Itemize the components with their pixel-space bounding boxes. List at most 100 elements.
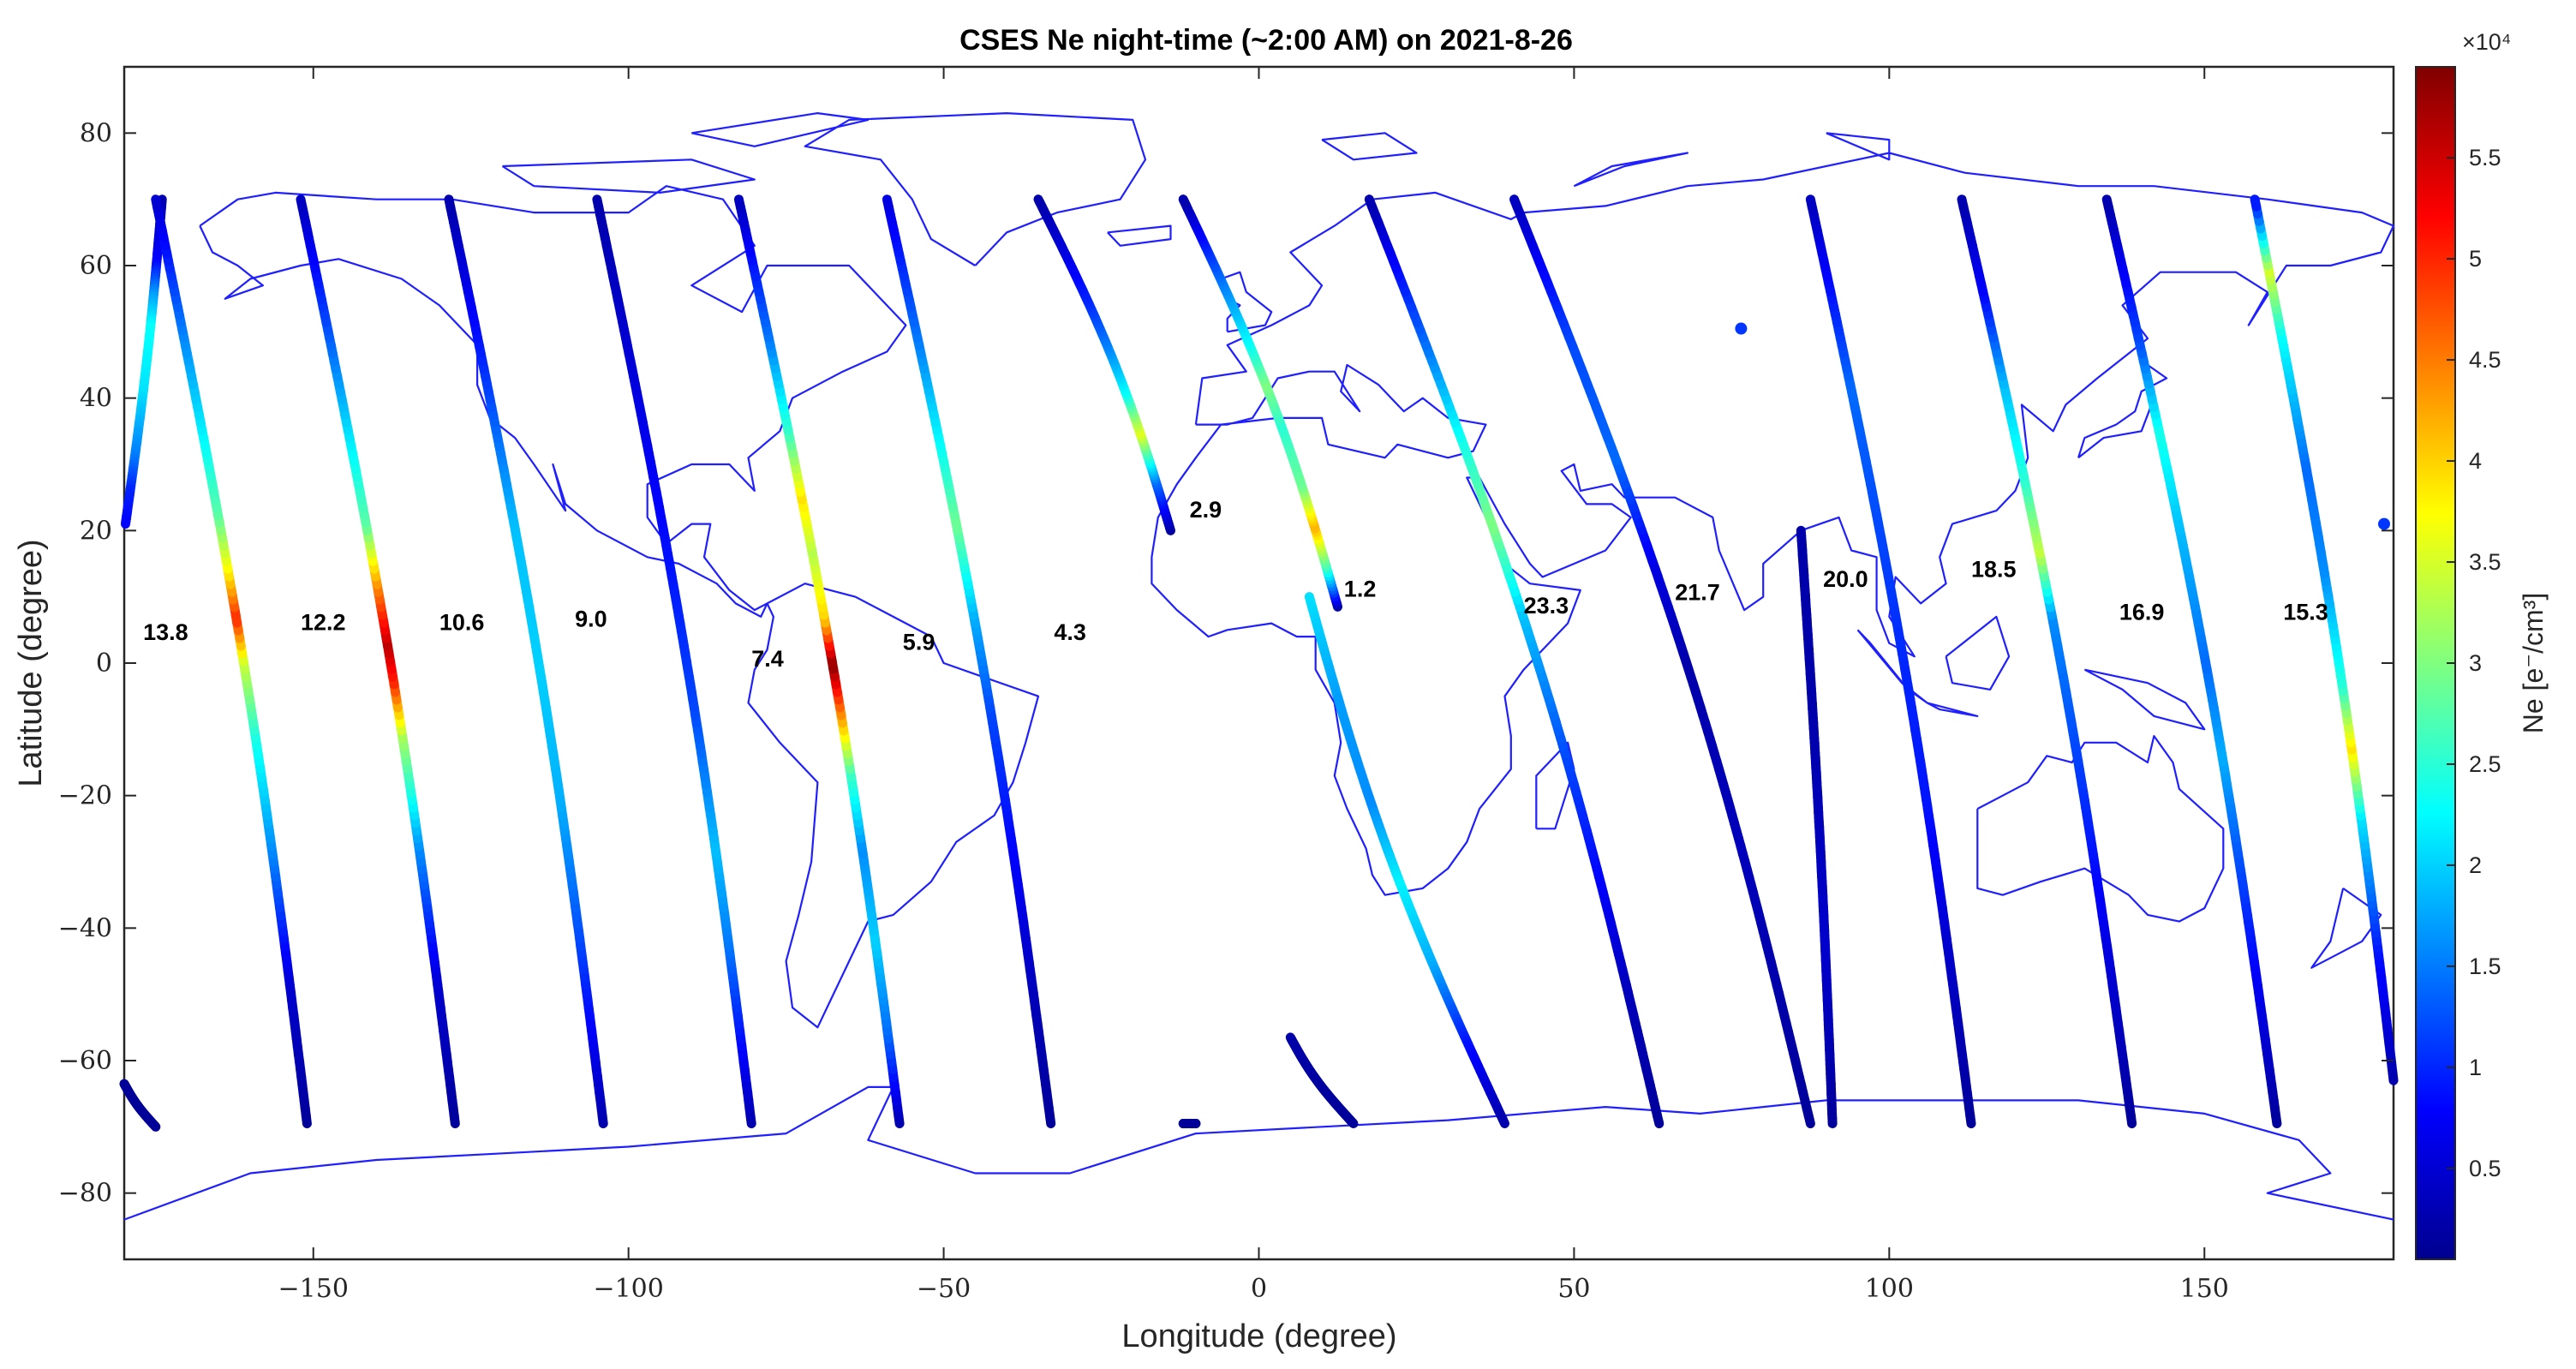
y-tick-label: −60 <box>58 1046 112 1076</box>
x-tick-label: 100 <box>1865 1274 1914 1304</box>
orbit-label: 15.3 <box>2283 600 2328 625</box>
x-tick-label: 50 <box>1557 1274 1590 1304</box>
orbit-track <box>1304 592 1509 1128</box>
orbit-label: 21.7 <box>1675 580 1720 606</box>
orbit-label: 18.5 <box>1971 557 2017 583</box>
coastline-segment <box>1321 132 1418 161</box>
colorbar: 0.5 1 1.5 2 2.5 3 3.5 4 4.5 5 5.5 ×10⁴ Ne [e⁻/cm³] <box>2415 29 2549 1260</box>
data-point <box>2378 517 2390 530</box>
x-tick-label: −50 <box>917 1274 971 1304</box>
orbit-labels: 13.8 12.2 10.6 9.0 7.4 5.9 4.3 2.9 1.2 23.3 21.7 20… <box>143 497 2328 672</box>
coastline-segment <box>1573 152 1688 188</box>
orbit-track <box>2250 194 2399 1085</box>
colorbar-multiplier: ×10⁴ <box>2462 29 2511 55</box>
coastline-segment <box>1976 735 2225 923</box>
colorbar-tick-label: 0.5 <box>2469 1156 2501 1181</box>
y-tick-label: −40 <box>58 913 112 943</box>
colorbar-tick-label: 5.5 <box>2469 145 2501 170</box>
orbit-track <box>2101 194 2282 1128</box>
orbit-label: 23.3 <box>1524 593 1569 619</box>
y-tick-label: 80 <box>80 118 112 148</box>
orbit-track <box>1364 194 1665 1128</box>
colorbar-tick-label: 4 <box>2469 448 2482 474</box>
orbit-track <box>119 1079 161 1132</box>
coastline-segment <box>691 112 870 147</box>
orbit-track <box>444 194 608 1128</box>
coastline-segment <box>2310 887 2382 969</box>
plot-area: 13.8 12.2 10.6 9.0 7.4 5.9 4.3 2.9 1.2 23.3 21.7 20… <box>119 65 2399 1261</box>
orbit-point <box>1033 194 1045 207</box>
orbit-track <box>882 194 1056 1128</box>
orbit-track <box>151 194 312 1128</box>
colorbar-tick-label: 1.5 <box>2469 954 2501 979</box>
orbit-point <box>296 194 308 212</box>
y-tick-label: 20 <box>80 516 112 546</box>
y-tick-label: −80 <box>58 1179 112 1209</box>
orbit-track <box>1178 194 1342 612</box>
colorbar-tick-label: 2 <box>2469 852 2482 878</box>
coastline-segment <box>123 1085 2394 1221</box>
orbit-point <box>882 194 894 212</box>
coastline-segment <box>501 158 756 194</box>
coastline-segment <box>1535 741 1575 830</box>
chart-title: CSES Ne night-time (~2:00 AM) on 2021-8-… <box>959 24 1573 57</box>
coastline-segment <box>804 112 1147 266</box>
orbit-label: 13.8 <box>143 619 188 645</box>
colorbar-ticks: 0.5 1 1.5 2 2.5 3 3.5 4 4.5 5 5.5 <box>2447 145 2501 1181</box>
y-tick-label: 0 <box>96 649 112 679</box>
orbit-tracks <box>119 194 2399 1132</box>
y-axis-label: Latitude (degree) <box>13 539 49 786</box>
x-tick-label: 150 <box>2180 1274 2229 1304</box>
orbit-label: 10.6 <box>439 609 485 635</box>
orbit-label: 9.0 <box>575 607 607 632</box>
x-tick-label: −100 <box>593 1274 663 1304</box>
orbit-point <box>151 194 163 212</box>
coastline-segment <box>2083 668 2206 731</box>
orbit-point <box>444 194 456 212</box>
y-axis: −80 −60 −40 −20 0 20 40 60 80 <box>58 118 2394 1209</box>
orbit-track <box>592 194 756 1128</box>
orbit-point <box>1348 1118 1359 1128</box>
orbit-point <box>1509 194 1522 212</box>
orbit-track <box>1285 1032 1359 1128</box>
orbit-point <box>1178 194 1190 208</box>
y-tick-label: 40 <box>80 384 112 414</box>
colorbar-tick-label: 1 <box>2469 1055 2482 1080</box>
orbit-point <box>2101 194 2113 212</box>
orbit-track <box>1805 194 1976 1128</box>
orbit-label: 2.9 <box>1190 497 1222 523</box>
orbit-label: 16.9 <box>2119 600 2165 625</box>
x-tick-label: −150 <box>278 1274 349 1304</box>
data-point <box>1735 322 1748 335</box>
x-axis: −150 −100 −50 0 50 100 150 <box>278 67 2229 1304</box>
orbit-point <box>1957 194 1969 212</box>
colorbar-tick-label: 5 <box>2469 246 2482 272</box>
orbit-track <box>296 194 460 1128</box>
orbit-track <box>1509 194 1815 1128</box>
coastline-map <box>123 112 2395 1221</box>
colorbar-tick-label: 4.5 <box>2469 347 2501 373</box>
orbit-label: 7.4 <box>751 646 784 672</box>
orbit-label: 5.9 <box>903 630 935 655</box>
orbit-label: 12.2 <box>301 609 346 635</box>
coastline-segment <box>2077 363 2168 459</box>
plot-frame <box>123 65 2395 1261</box>
colorbar-tick-label: 2.5 <box>2469 751 2501 777</box>
coastline-segment <box>1856 629 1928 704</box>
coastline-segment <box>1151 152 2395 896</box>
x-axis-label: Longitude (degree) <box>1121 1318 1396 1354</box>
orbit-label: 4.3 <box>1054 619 1086 645</box>
orbit-label: 1.2 <box>1344 577 1377 602</box>
coastline-segment <box>1107 224 1172 247</box>
y-tick-label: −20 <box>58 781 112 811</box>
colorbar-label: Ne [e⁻/cm³] <box>2518 593 2549 733</box>
orbit-point <box>592 194 604 212</box>
orbit-track <box>733 194 905 1128</box>
orbit-point <box>2250 194 2262 212</box>
coastline-segment <box>1826 132 1891 161</box>
orbit-point <box>1364 194 1378 212</box>
orbit-point <box>733 194 745 212</box>
y-tick-label: 60 <box>80 251 112 281</box>
